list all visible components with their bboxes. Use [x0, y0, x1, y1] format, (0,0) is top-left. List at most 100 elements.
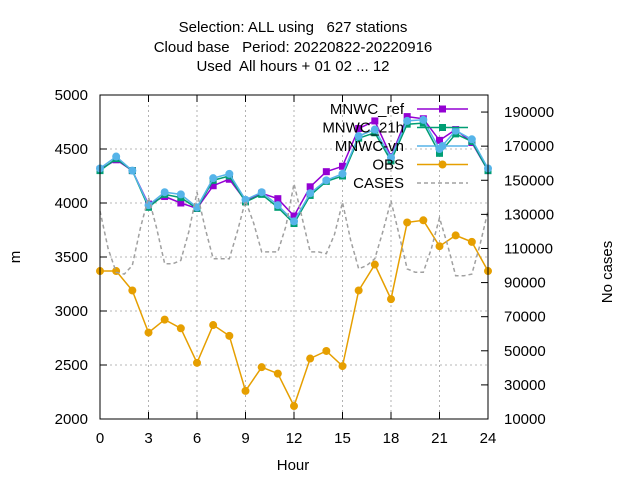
- x-tick-label: 15: [334, 430, 351, 447]
- x-tick-label: 9: [241, 430, 249, 447]
- data-point: [419, 115, 428, 124]
- y2-tick-label: 10000: [504, 411, 546, 428]
- data-point: [322, 346, 331, 355]
- legend-label: MNWC_ref: [330, 101, 405, 118]
- legend-entry: MNWC-vn: [335, 138, 468, 155]
- y-tick-label: 5000: [55, 87, 88, 104]
- data-point: [160, 315, 169, 324]
- data-point: [128, 286, 137, 295]
- data-point: [160, 188, 169, 197]
- data-point: [176, 190, 185, 199]
- data-point: [451, 126, 460, 135]
- y-tick-label: 3500: [55, 249, 88, 266]
- data-point: [419, 216, 428, 225]
- x-tick-label: 0: [96, 430, 104, 447]
- legend-label: MNWC_21h: [322, 120, 404, 137]
- data-point: [338, 362, 347, 371]
- series-line: [100, 219, 489, 408]
- x-tick-label: 12: [286, 430, 303, 447]
- data-point: [193, 358, 201, 367]
- legend-label: CASES: [353, 175, 404, 192]
- data-point: [354, 286, 363, 295]
- legend-label: MNWC-vn: [335, 138, 404, 155]
- chart-title-line-2: Cloud base Period: 20220822-20220916: [154, 39, 433, 56]
- data-point: [177, 199, 185, 207]
- data-point: [451, 231, 460, 240]
- legend-marker: [439, 124, 446, 131]
- series-line: [99, 122, 489, 225]
- y2-tick-label: 130000: [504, 206, 554, 223]
- data-point: [257, 363, 266, 372]
- legend-entry: CASES: [353, 175, 468, 192]
- y2-tick-label: 150000: [504, 172, 554, 189]
- y2-tick-label: 30000: [504, 377, 546, 394]
- data-point: [176, 324, 185, 333]
- y-tick-label: 3000: [55, 303, 88, 320]
- data-point: [467, 237, 476, 246]
- y2-tick-label: 170000: [504, 138, 554, 155]
- data-point: [290, 212, 298, 220]
- data-point: [370, 260, 379, 269]
- data-point: [209, 174, 218, 183]
- y2-tick-label: 90000: [504, 275, 546, 292]
- legend-marker: [439, 105, 446, 113]
- data-point: [339, 162, 346, 170]
- data-point: [338, 169, 347, 178]
- legend-entry: MNWC_ref: [330, 101, 468, 118]
- axis-ticks: 0 3 6 9 12 15 18 21 24 2000 2500 3000 3500 4000 4500 50…: [55, 87, 554, 447]
- data-point: [322, 168, 330, 176]
- y-tick-label: 4000: [55, 195, 88, 212]
- y2-tick-label: 50000: [504, 343, 546, 360]
- data-point: [403, 218, 412, 227]
- x-tick-label: 21: [431, 430, 448, 447]
- data-point: [403, 116, 412, 125]
- data-point: [354, 132, 363, 141]
- data-point: [403, 113, 411, 121]
- data-point: [144, 328, 153, 337]
- y-tick-label: 4500: [55, 141, 88, 158]
- x-tick-label: 18: [383, 430, 400, 447]
- data-point: [322, 176, 331, 185]
- data-point: [387, 153, 395, 162]
- data-point: [257, 188, 266, 197]
- data-point: [371, 117, 379, 125]
- data-point: [306, 189, 315, 198]
- data-point: [274, 195, 282, 203]
- data-point: [436, 149, 443, 157]
- data-point: [112, 267, 121, 276]
- chart-title: Selection: ALL using 627 stations Cloud …: [154, 19, 433, 75]
- data-point: [273, 201, 282, 210]
- y2-axis-label: No cases: [599, 241, 616, 304]
- chart-title-line-1: Selection: ALL using 627 stations: [179, 19, 408, 36]
- y2-tick-label: 110000: [504, 240, 553, 257]
- series-cases: [99, 183, 489, 277]
- x-tick-label: 6: [193, 430, 201, 447]
- data-point: [225, 331, 234, 340]
- legend-label: OBS: [372, 157, 404, 174]
- y-tick-label: 2500: [55, 357, 88, 374]
- data-point: [370, 125, 379, 134]
- data-point: [112, 152, 121, 161]
- grid: [100, 95, 488, 419]
- legend-entry: MNWC_21h: [322, 120, 468, 137]
- series-line: [99, 183, 489, 277]
- data-point: [387, 295, 395, 304]
- x-axis-label: Hour: [277, 457, 310, 474]
- data-point: [306, 183, 314, 191]
- y-axis-label: m: [7, 251, 24, 264]
- x-tick-label: 24: [480, 430, 497, 447]
- legend-marker: [438, 142, 447, 150]
- y-tick-label: 2000: [55, 411, 88, 428]
- data-point: [128, 166, 137, 175]
- data-point: [290, 217, 298, 226]
- chart-title-line-3: Used All hours + 01 02 ... 12: [196, 58, 389, 75]
- y2-tick-label: 190000: [504, 104, 554, 121]
- data-point: [467, 135, 476, 144]
- data-point: [241, 195, 250, 204]
- data-point: [209, 321, 218, 330]
- legend-marker: [438, 160, 447, 169]
- y2-tick-label: 70000: [504, 309, 546, 326]
- data-point: [290, 402, 298, 411]
